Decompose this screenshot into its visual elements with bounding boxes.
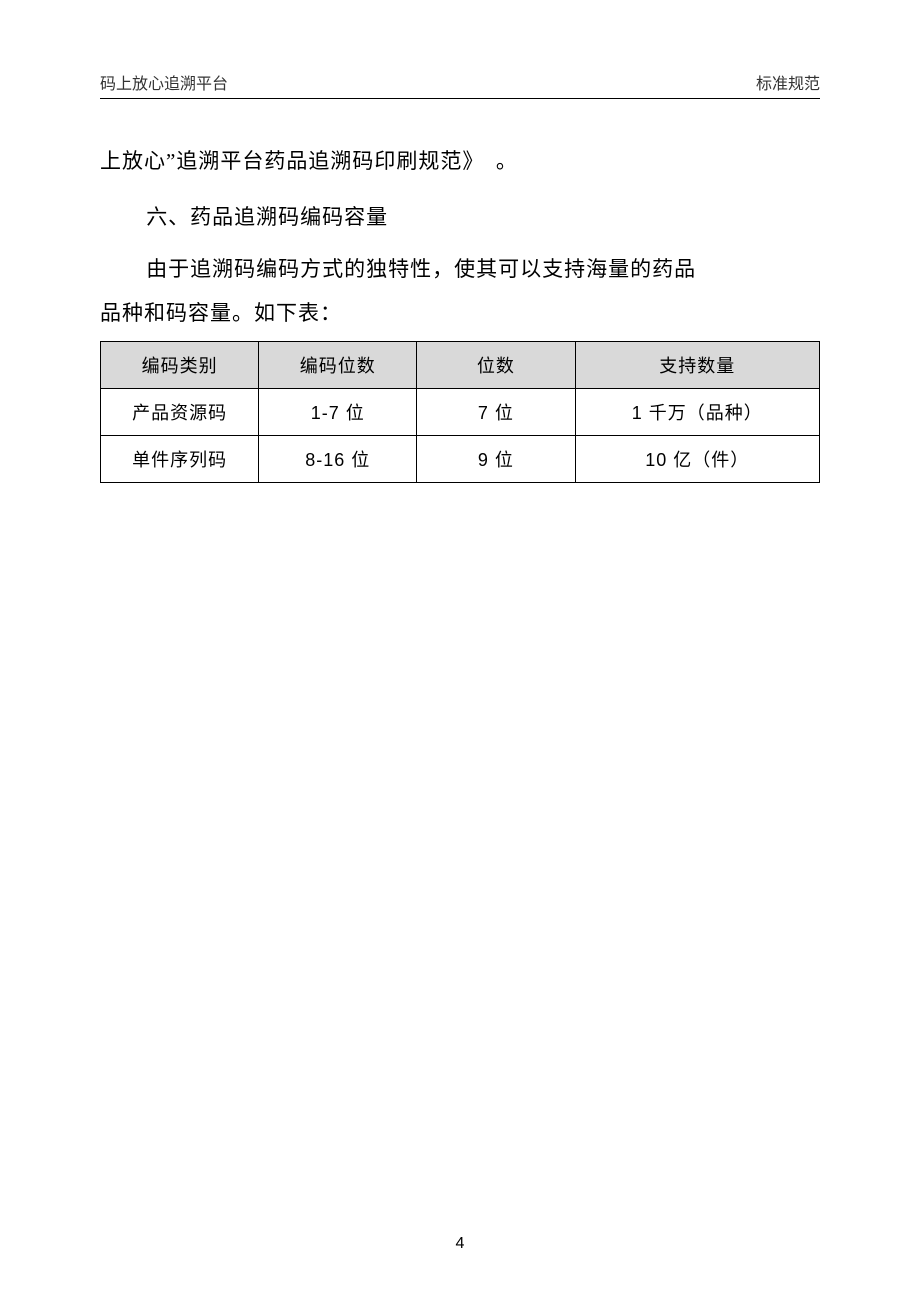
- table-cell: 1 千万（品种）: [575, 389, 819, 436]
- table-row: 单件序列码 8-16 位 9 位 10 亿（件）: [101, 436, 820, 483]
- document-page: 码上放心追溯平台 标准规范 上放心”追溯平台药品追溯码印刷规范》 。 六、药品追…: [0, 0, 920, 1303]
- section-para-line-2: 品种和码容量。如下表：: [100, 291, 820, 335]
- continuation-paragraph: 上放心”追溯平台药品追溯码印刷规范》 。: [100, 139, 820, 183]
- capacity-table: 编码类别 编码位数 位数 支持数量 产品资源码 1-7 位 7 位 1 千万（品…: [100, 341, 820, 483]
- table-cell: 单件序列码: [101, 436, 259, 483]
- table-header-cell: 支持数量: [575, 342, 819, 389]
- table-cell: 7 位: [417, 389, 575, 436]
- table-header-cell: 编码类别: [101, 342, 259, 389]
- header-right: 标准规范: [756, 70, 820, 94]
- running-header: 码上放心追溯平台 标准规范: [100, 70, 820, 99]
- table-header-row: 编码类别 编码位数 位数 支持数量: [101, 342, 820, 389]
- section-para-line-1: 由于追溯码编码方式的独特性，使其可以支持海量的药品: [100, 247, 820, 291]
- table-cell: 1-7 位: [259, 389, 417, 436]
- header-left: 码上放心追溯平台: [100, 70, 228, 94]
- page-number: 4: [0, 1235, 920, 1253]
- section-heading: 六、药品追溯码编码容量: [100, 195, 820, 239]
- table-header-cell: 编码位数: [259, 342, 417, 389]
- table-cell: 10 亿（件）: [575, 436, 819, 483]
- table-header-cell: 位数: [417, 342, 575, 389]
- table-cell: 8-16 位: [259, 436, 417, 483]
- table-row: 产品资源码 1-7 位 7 位 1 千万（品种）: [101, 389, 820, 436]
- table-cell: 产品资源码: [101, 389, 259, 436]
- table-cell: 9 位: [417, 436, 575, 483]
